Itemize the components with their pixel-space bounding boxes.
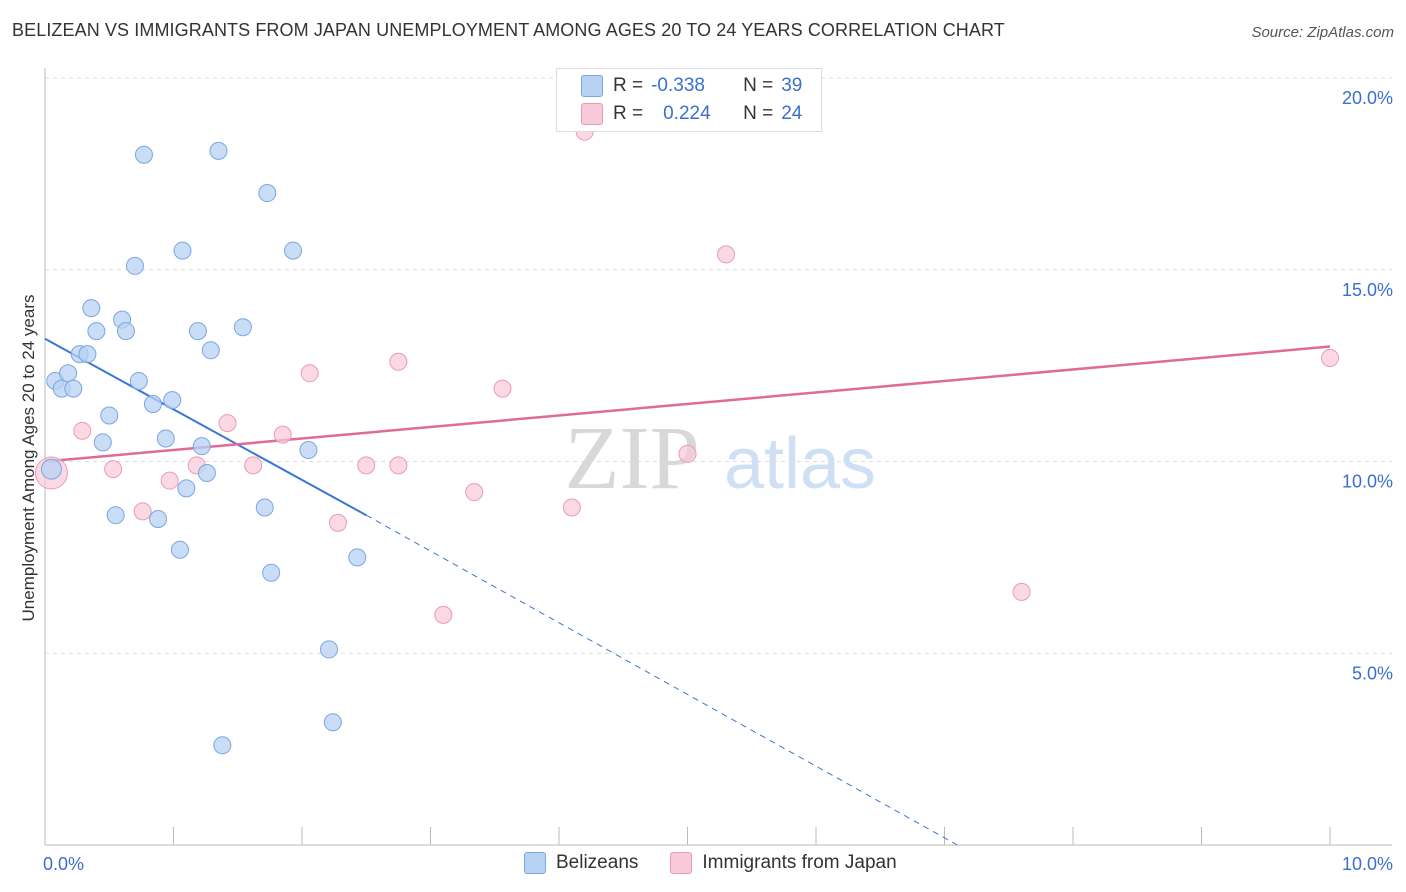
belizeans-point — [64, 379, 83, 398]
belizeans-point — [255, 498, 274, 517]
japan-legend-label: Immigrants from Japan — [702, 852, 897, 873]
belizeans-point — [192, 437, 211, 456]
belizeans-point — [213, 736, 232, 755]
belizeans-point — [209, 141, 228, 160]
belizeans-point — [262, 563, 281, 582]
japan-point — [160, 471, 179, 490]
belizeans-trend-line — [44, 337, 367, 517]
japan-point — [244, 456, 263, 475]
legend-row-belizeans: R = -0.338 N = 39 — [581, 73, 802, 99]
japan-trend-line — [44, 345, 1331, 463]
data-points — [34, 122, 1339, 755]
belizeans-point — [173, 241, 192, 260]
japan-point — [562, 498, 581, 517]
trend-lines — [44, 337, 1331, 846]
japan-point — [389, 352, 408, 371]
watermark-atlas: atlas — [724, 424, 876, 504]
belizeans-point — [59, 364, 78, 383]
r-label: R = — [613, 103, 644, 124]
y-tick-label: 5.0% — [1352, 663, 1393, 683]
belizeans-point — [177, 479, 196, 498]
gridlines — [45, 77, 1392, 654]
belizeans-point — [106, 506, 125, 525]
belizeans-point — [323, 713, 342, 732]
belizeans-point — [40, 458, 62, 480]
belizeans-point — [170, 540, 189, 559]
series-legend: Belizeans Immigrants from Japan — [524, 852, 897, 874]
belizeans-point — [149, 510, 168, 529]
japan-point — [218, 414, 237, 433]
chart-title: BELIZEAN VS IMMIGRANTS FROM JAPAN UNEMPL… — [12, 20, 1005, 40]
japan-swatch — [581, 103, 603, 125]
japan-point — [465, 483, 484, 502]
belizeans-trend-extension — [366, 514, 958, 846]
n-label: N = — [743, 103, 774, 124]
r-value: 0.224 — [663, 103, 711, 124]
japan-point — [1321, 348, 1339, 367]
belizeans-point — [348, 548, 367, 567]
belizeans-point — [197, 464, 216, 483]
japan-point — [1012, 582, 1031, 601]
watermark-zip: ZIP — [565, 409, 700, 508]
watermark: ZIP atlas — [565, 409, 877, 508]
r-label: R = — [613, 75, 644, 96]
belizeans-point — [143, 394, 162, 413]
belizeans-point — [284, 241, 303, 260]
belizeans-point — [299, 440, 318, 459]
n-label: N = — [743, 75, 774, 96]
belizeans-point — [188, 322, 207, 341]
japan-point — [357, 456, 376, 475]
japan-point — [300, 364, 319, 383]
y-tick-label: 10.0% — [1342, 472, 1393, 492]
japan-point — [678, 444, 697, 463]
belizeans-point — [201, 341, 220, 360]
x-tick-label: 10.0% — [1342, 854, 1393, 874]
belizeans-point — [125, 256, 144, 275]
japan-point — [328, 513, 347, 532]
belizeans-point — [156, 429, 175, 448]
y-axis-label: Unemployment Among Ages 20 to 24 years — [19, 295, 38, 622]
japan-legend-swatch — [670, 852, 693, 874]
n-value: 39 — [781, 75, 803, 96]
belizeans-point — [163, 391, 182, 410]
japan-point — [73, 421, 92, 440]
belizeans-point — [100, 406, 119, 425]
r-value: -0.338 — [651, 75, 705, 96]
chart-source: Source: ZipAtlas.com — [1251, 24, 1394, 41]
y-tick-label: 15.0% — [1342, 280, 1393, 300]
japan-point — [389, 456, 408, 475]
n-value: 24 — [781, 103, 803, 124]
correlation-legend: R = -0.338 N = 39 R = 0.224 N = 24 — [556, 68, 822, 132]
belizeans-point — [233, 318, 252, 337]
belizeans-point — [93, 433, 112, 452]
y-tick-label: 20.0% — [1342, 88, 1393, 108]
belizeans-point — [116, 322, 135, 341]
x-tick-label: 0.0% — [43, 854, 84, 874]
japan-point — [104, 460, 123, 479]
japan-point — [717, 245, 736, 264]
belizeans-swatch — [581, 75, 603, 97]
belizeans-legend-label: Belizeans — [556, 852, 639, 873]
legend-row-japan: R = 0.224 N = 24 — [581, 101, 802, 127]
belizeans-legend-swatch — [524, 852, 546, 874]
belizeans-point — [319, 640, 338, 659]
japan-point — [493, 379, 512, 398]
belizeans-point — [134, 145, 153, 164]
belizeans-point — [129, 371, 148, 390]
axes — [44, 68, 1392, 846]
belizeans-point — [78, 345, 97, 364]
tick-labels: 5.0% 10.0% 15.0% 20.0% 0.0% 10.0% — [43, 88, 1393, 874]
belizeans-point — [82, 299, 101, 318]
japan-point — [434, 605, 453, 624]
japan-point — [273, 425, 292, 444]
belizeans-point — [87, 322, 106, 341]
belizeans-point — [258, 184, 277, 203]
japan-point — [133, 502, 152, 521]
